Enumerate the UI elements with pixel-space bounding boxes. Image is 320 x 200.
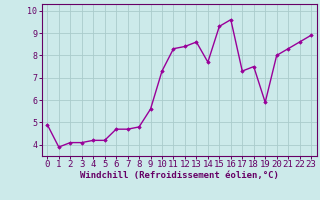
X-axis label: Windchill (Refroidissement éolien,°C): Windchill (Refroidissement éolien,°C) [80, 171, 279, 180]
